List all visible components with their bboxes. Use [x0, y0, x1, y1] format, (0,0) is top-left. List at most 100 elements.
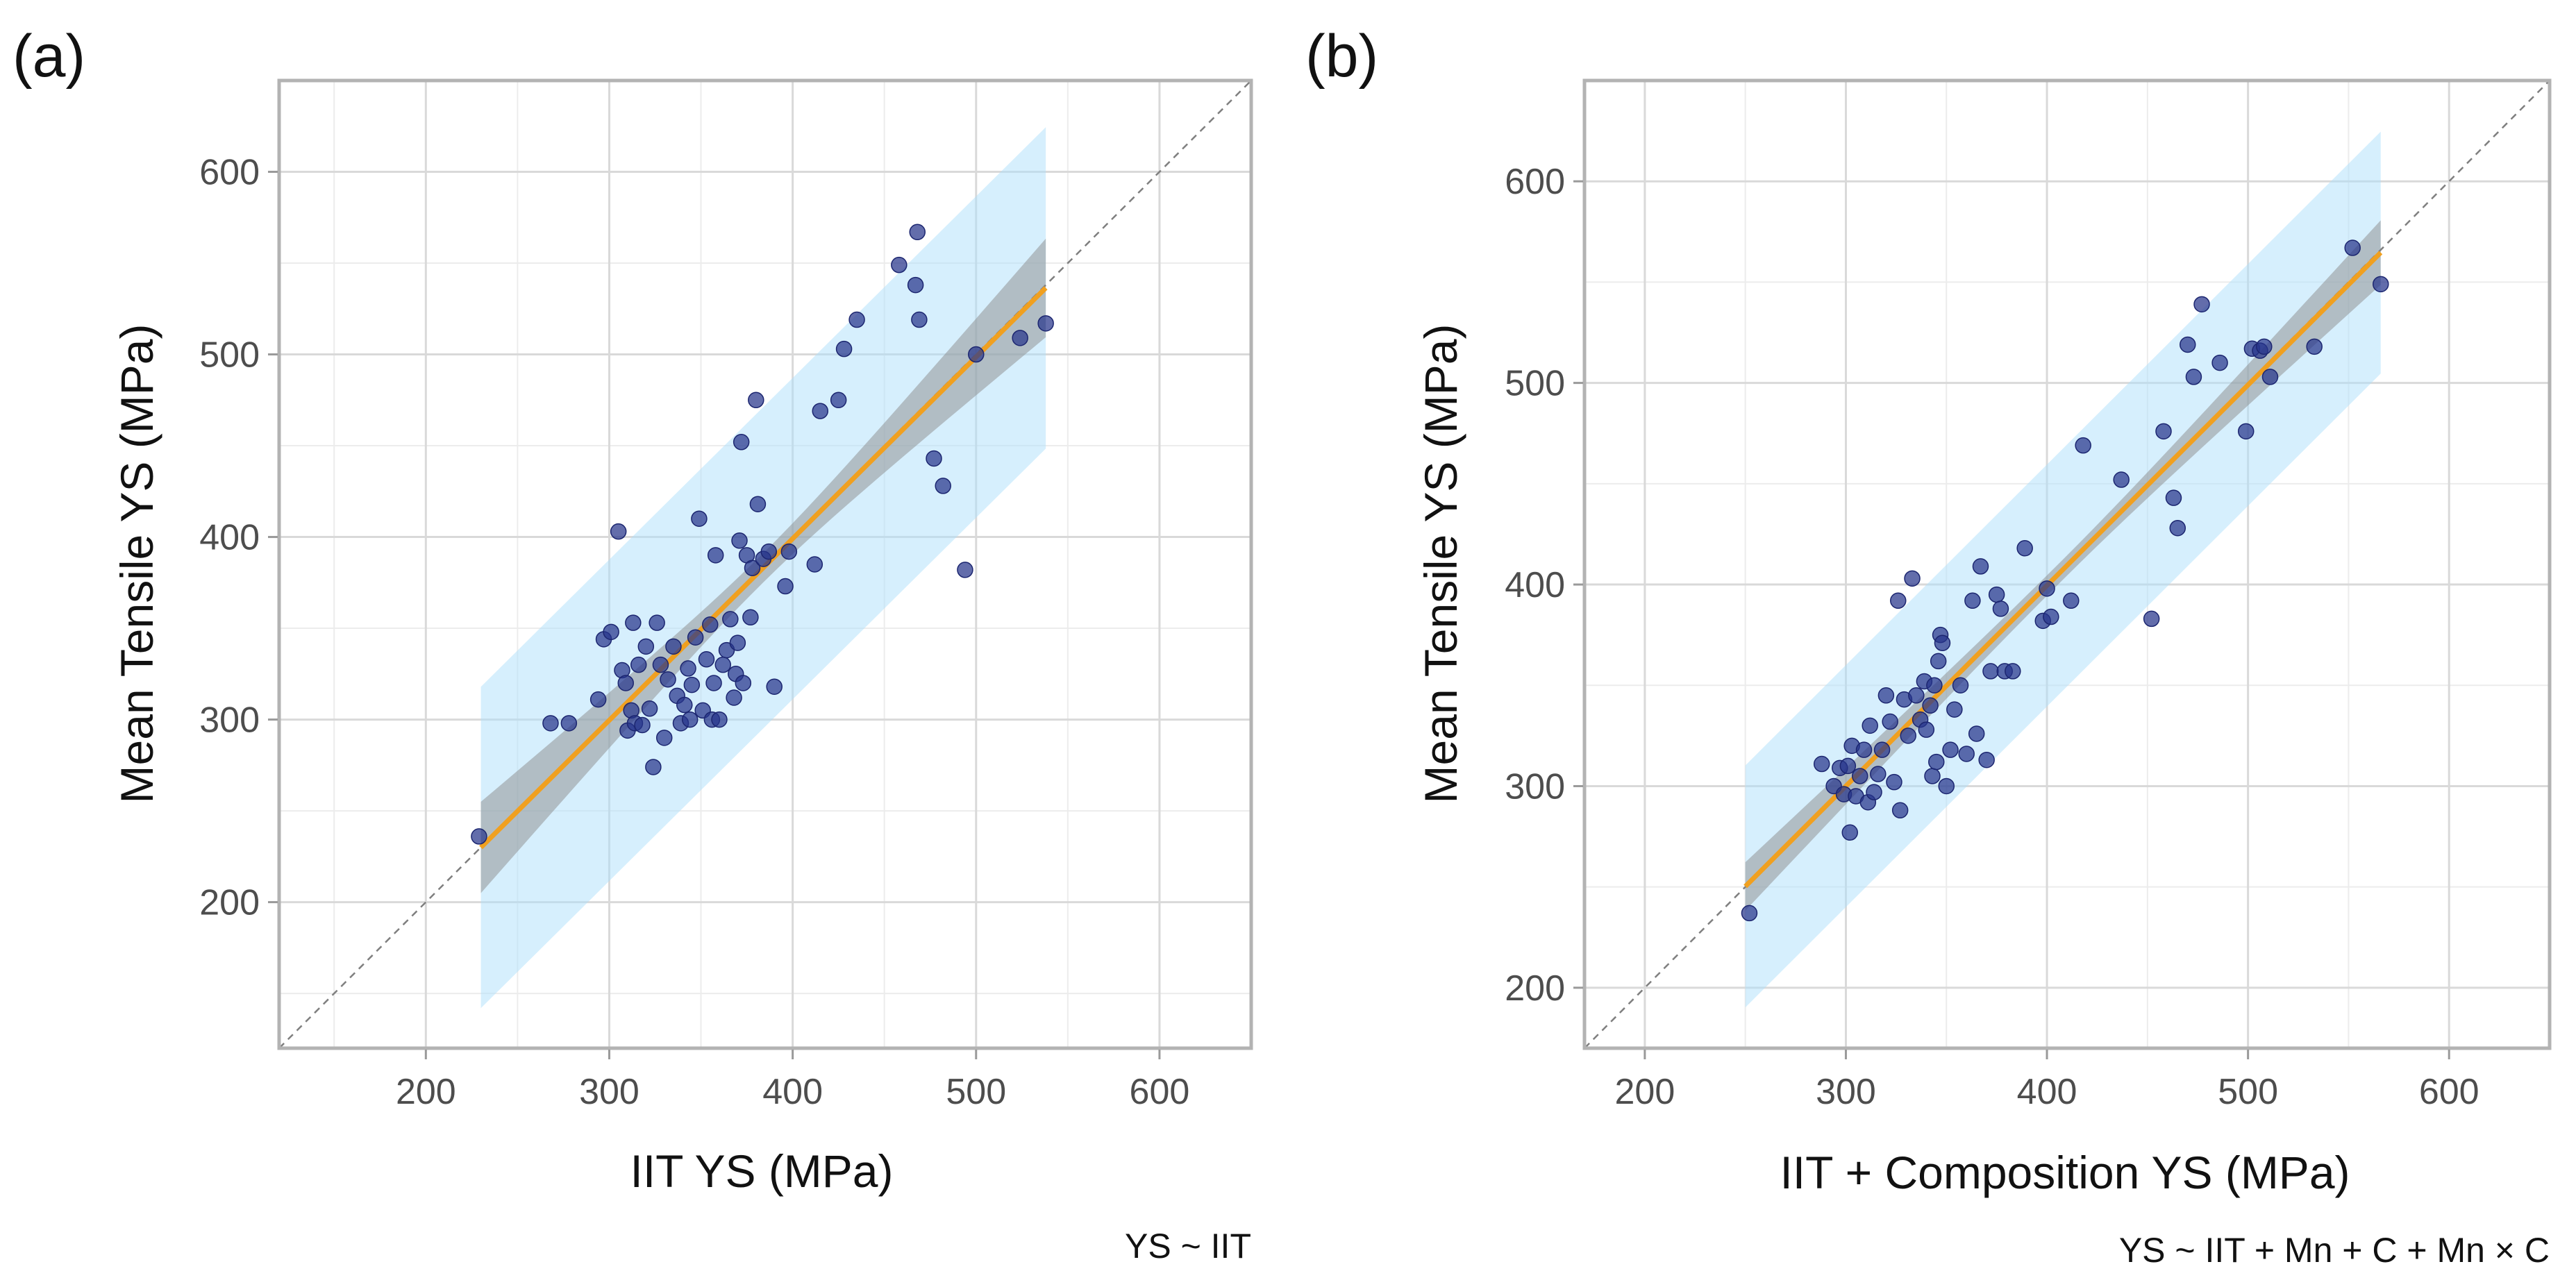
- panel-a-data-point: [729, 634, 746, 651]
- panel-a-data-point: [957, 562, 973, 578]
- panel-b-y-tick-label: 400: [1505, 565, 1565, 605]
- panel-b-data-point: [2155, 423, 2172, 440]
- panel-b: (b) 200 300 400 500 600 200 300 400 500 600 IIT +…: [1305, 23, 2552, 1270]
- panel-a-data-point: [911, 311, 928, 328]
- panel-b-plot-border: [1582, 78, 2552, 1050]
- panel-a-data-point: [760, 543, 778, 560]
- panel-b-data-point: [2169, 519, 2186, 537]
- panel-b-data-point: [1862, 717, 1878, 734]
- panel-a-data-point: [722, 611, 739, 628]
- panel-a-data-point: [733, 434, 750, 451]
- panel-a-data-point: [1037, 315, 1054, 332]
- panel-a-data-point: [637, 638, 655, 655]
- panel-b-plot-content: [1584, 81, 2550, 1048]
- panel-b-data-point: [2261, 369, 2279, 385]
- panel-b-y-tick-label: 500: [1505, 364, 1565, 404]
- panel-b-y-tick-label: 200: [1505, 968, 1565, 1009]
- panel-a-data-point: [665, 638, 682, 655]
- panel-a-y-tick-label: 600: [199, 153, 260, 193]
- panel-b-data-point: [2005, 663, 2021, 680]
- panel-b-data-point: [1891, 802, 1909, 819]
- panel-a-data-point: [835, 340, 853, 358]
- panel-b-data-point: [1928, 753, 1945, 771]
- panel-a-data-point: [660, 671, 676, 688]
- panel-a-plot-content: [279, 81, 1251, 1048]
- panel-b-data-point: [1942, 741, 1959, 758]
- panel-a-data-point: [705, 675, 722, 691]
- panel-b-data-point: [2306, 338, 2323, 355]
- panel-b-data-point: [2143, 610, 2160, 628]
- panel-a-x-tick-label: 200: [396, 1072, 456, 1112]
- panel-a-x-tick-label: 600: [1130, 1072, 1190, 1112]
- panel-b-data-point: [2237, 423, 2255, 440]
- panel-a-x-tick-label: 400: [762, 1072, 823, 1112]
- panel-b-data-point: [1904, 570, 1921, 587]
- panel-a-data-point: [676, 696, 693, 714]
- panel-b-data-point: [2185, 369, 2202, 385]
- panel-b-data-point: [2016, 540, 2033, 557]
- panel-a-data-point: [777, 578, 794, 595]
- panel-b-x-axis-title: IIT + Composition YS (MPa): [1780, 1147, 2350, 1198]
- panel-b-data-point: [1813, 755, 1830, 773]
- panel-a-plot-border: [277, 78, 1253, 1050]
- panel-a-data-point: [617, 675, 634, 691]
- panel-a-data-point: [634, 716, 651, 734]
- panel-b-x-tick-label: 400: [2017, 1072, 2077, 1112]
- panel-a-x-tick-label: 300: [579, 1072, 639, 1112]
- panel-b-data-point: [1988, 586, 2005, 603]
- panel-a-data-point: [683, 676, 701, 693]
- panel-a-data-point: [909, 224, 926, 241]
- panel-b-label: (b): [1305, 23, 1378, 90]
- panel-a-data-point: [766, 678, 783, 695]
- panel-a-label: (a): [12, 23, 85, 90]
- panel-b-data-point: [1992, 600, 2009, 617]
- panel-b-data-point: [1978, 751, 1995, 768]
- panel-b-data-point: [1968, 725, 1985, 742]
- panel-a-data-point: [1012, 330, 1028, 346]
- panel-a-fit-line: [479, 286, 1048, 850]
- panel-b-data-point: [2180, 336, 2196, 353]
- panel-b-data-point: [1851, 768, 1868, 784]
- panel-a-data-point: [691, 510, 708, 527]
- panel-a-data-point: [680, 660, 696, 677]
- panel-b-data-point: [1886, 773, 1902, 791]
- panel-b-data-point: [2373, 276, 2389, 293]
- panel-b-data-point: [1924, 768, 1941, 784]
- panel-a-x-axis-title: IIT YS (MPa): [630, 1145, 894, 1197]
- panel-b-data-point: [1900, 727, 1916, 744]
- panel-b-data-point: [2256, 338, 2273, 355]
- panel-b-data-point: [1855, 741, 1873, 758]
- panel-b-data-point: [1972, 558, 1989, 575]
- panel-b-data-point: [1866, 784, 1882, 800]
- panel-b-data-point: [1890, 592, 1907, 609]
- panel-b-x-tick-label: 500: [2218, 1072, 2278, 1112]
- panel-a-data-points: [471, 224, 1054, 845]
- panel-a-data-point: [891, 256, 908, 274]
- panel-b-data-point: [1938, 777, 1955, 795]
- panel-a-data-point: [649, 614, 665, 631]
- panel-a-data-point: [926, 450, 942, 467]
- panel-b-y-axis-title: Mean Tensile YS (MPa): [1415, 324, 1466, 804]
- panel-b-data-point: [1922, 697, 1939, 714]
- panel-a-data-point: [731, 532, 748, 549]
- panel-b-data-point: [2193, 296, 2210, 313]
- panel-a-y-axis-title: Mean Tensile YS (MPa): [111, 324, 162, 804]
- panel-b-data-point: [1926, 677, 1943, 693]
- panel-a-data-point: [610, 523, 627, 540]
- panel-a-data-point: [560, 715, 578, 732]
- panel-a-data-point: [542, 715, 559, 732]
- panel-b-data-point: [2344, 239, 2361, 256]
- panel-a-data-point: [806, 556, 823, 573]
- panel-b-x-tick-label: 600: [2419, 1072, 2479, 1112]
- panel-a-data-point: [968, 346, 985, 363]
- panel-b-data-point: [1952, 677, 1969, 693]
- panel-a-data-point: [812, 403, 828, 419]
- panel-b-data-point: [1870, 766, 1887, 782]
- panel-a-data-point: [681, 711, 699, 728]
- panel-b-data-point: [1839, 757, 1857, 775]
- panel-b-data-point: [1958, 746, 1975, 762]
- panel-b-data-point: [2075, 437, 2091, 454]
- panel-a-data-point: [652, 656, 669, 673]
- panel-b-data-point: [1882, 713, 1898, 730]
- panel-b-data-points: [1741, 239, 2389, 922]
